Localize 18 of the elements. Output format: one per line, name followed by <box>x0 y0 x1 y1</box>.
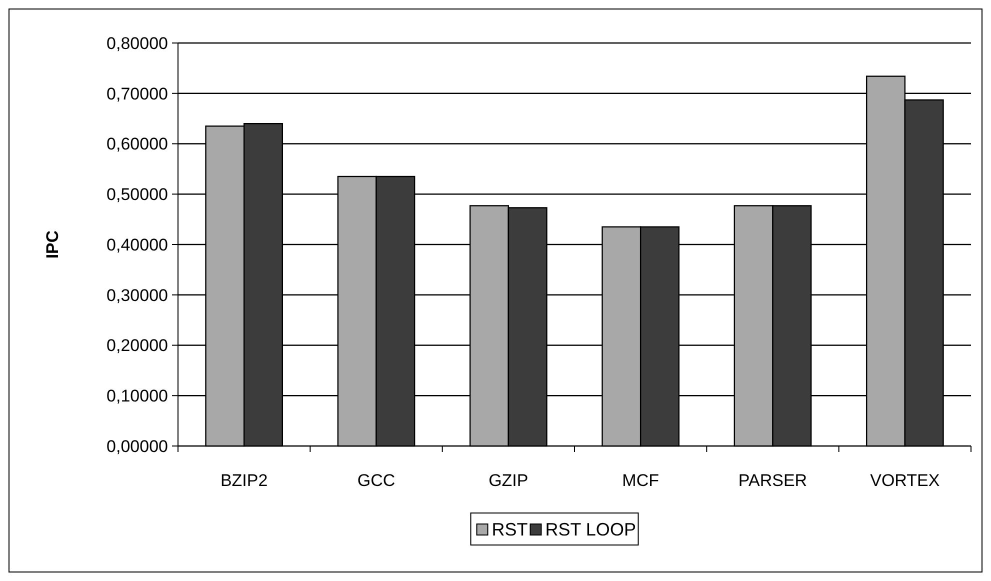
y-tick-label: 0,50000 <box>106 185 168 204</box>
y-tick-label: 0,20000 <box>106 336 168 356</box>
y-axis-title: IPC <box>43 230 62 259</box>
x-tick-label: PARSER <box>738 471 808 490</box>
y-tick-label: 0,40000 <box>106 235 168 254</box>
x-tick-label: GZIP <box>488 471 528 490</box>
y-tick-label: 0,60000 <box>106 134 168 154</box>
x-tick-label: VORTEX <box>870 471 940 490</box>
y-tick-label: 0,70000 <box>106 84 168 104</box>
x-tick-label: BZIP2 <box>220 471 268 490</box>
y-tick-label: 0,10000 <box>106 386 168 406</box>
y-tick-label: 0,00000 <box>106 436 168 456</box>
y-tick-label: 0,80000 <box>106 34 168 53</box>
x-tick-label: MCF <box>622 471 659 490</box>
x-tick-label: GCC <box>357 471 396 490</box>
legend-label: RST LOOP <box>545 519 636 540</box>
y-tick-label: 0,30000 <box>106 286 168 305</box>
legend-label: RST <box>492 519 528 540</box>
